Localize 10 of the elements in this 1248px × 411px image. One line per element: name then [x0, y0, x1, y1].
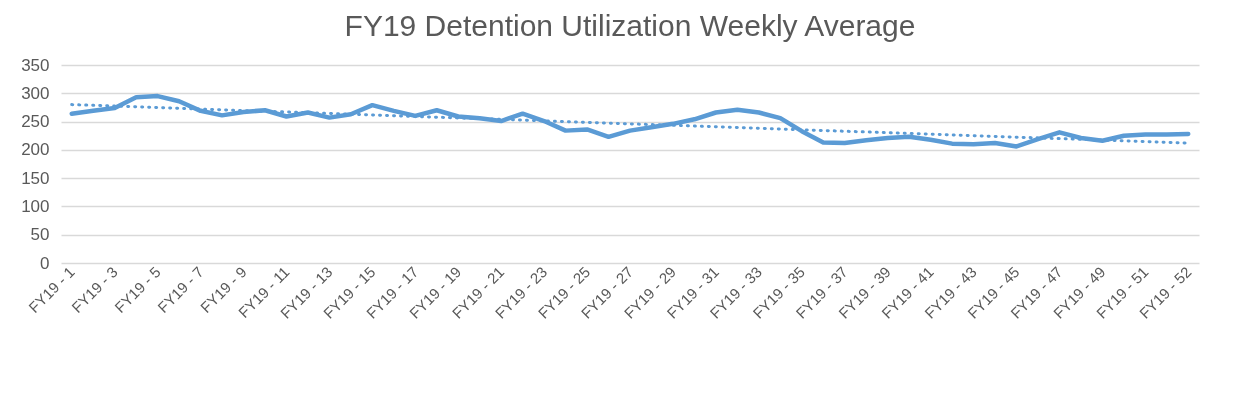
y-tick-label: 50 [30, 225, 50, 245]
y-tick-label: 250 [21, 112, 50, 132]
y-tick-label: 0 [40, 253, 50, 273]
y-tick-label: 350 [21, 55, 50, 75]
y-tick-label: 300 [21, 83, 50, 103]
y-tick-label: 200 [21, 140, 50, 160]
y-tick-label: 100 [21, 196, 50, 216]
chart-title: FY19 Detention Utilization Weekly Average [344, 9, 916, 42]
y-tick-label: 150 [21, 168, 50, 188]
line-series [69, 93, 1191, 149]
